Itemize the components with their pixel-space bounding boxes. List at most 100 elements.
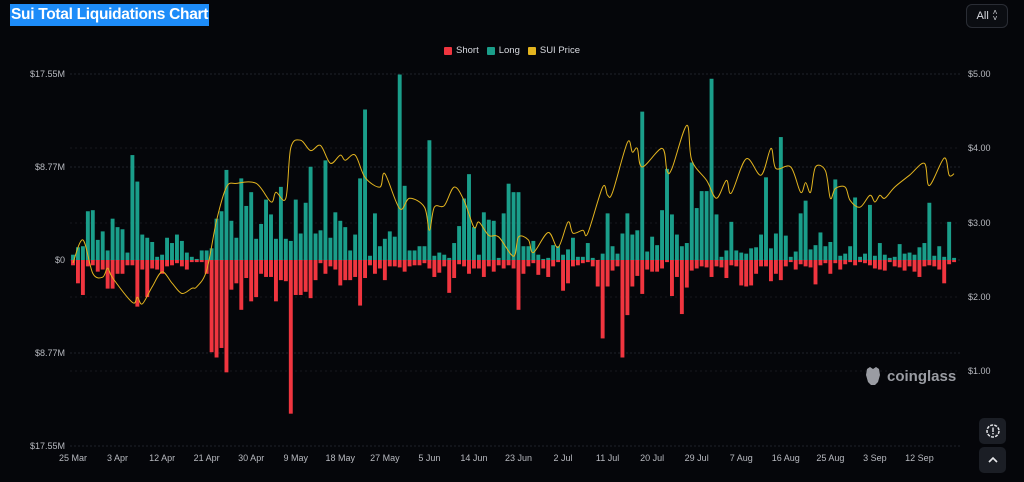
short-bar [922, 260, 927, 267]
long-bar [541, 258, 546, 260]
long-bar [283, 238, 288, 260]
chart-legend: Short Long SUI Price [0, 45, 1024, 56]
long-bar [377, 246, 382, 260]
short-bar [363, 260, 367, 279]
short-bar [437, 260, 442, 273]
long-bar [353, 234, 358, 260]
long-bar [392, 236, 397, 260]
long-bar [580, 256, 585, 260]
long-bar [912, 254, 917, 260]
long-bar [526, 246, 531, 260]
long-bar [308, 166, 313, 260]
short-bar [229, 260, 234, 290]
x-tick-label: 21 Apr [194, 453, 220, 463]
long-bar [189, 256, 194, 260]
short-bar [526, 260, 531, 267]
x-tick-label: 11 Jul [596, 453, 619, 463]
long-bar [749, 248, 754, 260]
right-tick: $5.00 [968, 69, 991, 79]
long-bar [571, 237, 575, 260]
short-bar [665, 260, 669, 263]
short-bar [575, 260, 580, 266]
long-bar [590, 257, 595, 260]
short-bar [115, 260, 120, 274]
long-bar [170, 243, 174, 260]
long-bar [155, 256, 160, 260]
scroll-top-button[interactable] [979, 447, 1006, 473]
short-bar [259, 260, 264, 274]
short-bar [858, 260, 862, 263]
short-bar [605, 260, 610, 287]
long-bar [244, 205, 249, 260]
legend-item-long[interactable]: Long [486, 45, 520, 56]
long-bar [402, 185, 407, 260]
long-bar [442, 254, 447, 260]
long-bar [872, 255, 877, 260]
x-tick-label: 27 May [370, 453, 400, 463]
short-bar [269, 260, 273, 277]
short-bar [937, 260, 942, 270]
long-bar [194, 258, 199, 260]
short-bar [194, 260, 199, 263]
right-tick: $4.00 [968, 143, 991, 153]
long-bar [783, 235, 788, 260]
short-bar [793, 260, 798, 270]
long-bar [670, 214, 674, 260]
short-bar [724, 260, 729, 279]
range-select[interactable]: All ˄ ˅ [966, 4, 1008, 28]
short-bar [496, 260, 501, 266]
long-bar [615, 253, 620, 260]
long-bar [239, 178, 244, 260]
short-bar [274, 260, 278, 302]
short-bar [635, 260, 640, 276]
short-bar [887, 260, 892, 263]
long-bar [511, 192, 516, 260]
settings-button[interactable] [979, 418, 1006, 444]
short-bar [897, 260, 902, 268]
legend-item-short[interactable]: Short [444, 45, 479, 56]
x-tick-label: 12 Sep [905, 453, 934, 463]
short-bar [382, 260, 387, 281]
short-bar [853, 260, 858, 266]
long-bar [437, 252, 442, 260]
long-bar [481, 212, 486, 260]
x-tick-label: 16 Aug [772, 453, 800, 463]
x-tick-label: 30 Apr [238, 453, 264, 463]
long-bar [313, 233, 318, 260]
short-bar [343, 260, 348, 281]
short-bar [323, 260, 328, 274]
left-tick: $8.77M [35, 348, 65, 358]
short-bar [813, 260, 818, 285]
long-bar [887, 257, 892, 260]
long-bar [452, 243, 457, 260]
short-bar [501, 260, 506, 269]
short-bar [95, 260, 100, 272]
long-bar [630, 234, 635, 260]
legend-item-price[interactable]: SUI Price [527, 45, 580, 56]
long-bar [209, 248, 214, 260]
short-bar [328, 260, 333, 267]
short-swatch [444, 46, 452, 55]
long-bar [655, 245, 660, 260]
long-bar [585, 243, 590, 260]
long-bar [328, 237, 333, 260]
short-bar [140, 260, 145, 270]
short-bar [150, 260, 155, 269]
short-bar [368, 260, 372, 266]
price-line [72, 124, 955, 305]
short-bar [204, 260, 209, 274]
short-bar [744, 260, 749, 287]
long-bar [521, 246, 526, 260]
short-bar [714, 260, 719, 267]
long-bar [105, 250, 110, 260]
short-bar [912, 260, 917, 272]
long-bar [71, 254, 75, 260]
short-bar [620, 260, 625, 358]
short-bar [546, 260, 551, 277]
long-bar [566, 249, 570, 260]
short-bar [467, 260, 471, 274]
long-bar [922, 243, 927, 260]
long-bar [259, 223, 264, 260]
long-bar [115, 227, 120, 260]
long-bar [462, 198, 466, 260]
